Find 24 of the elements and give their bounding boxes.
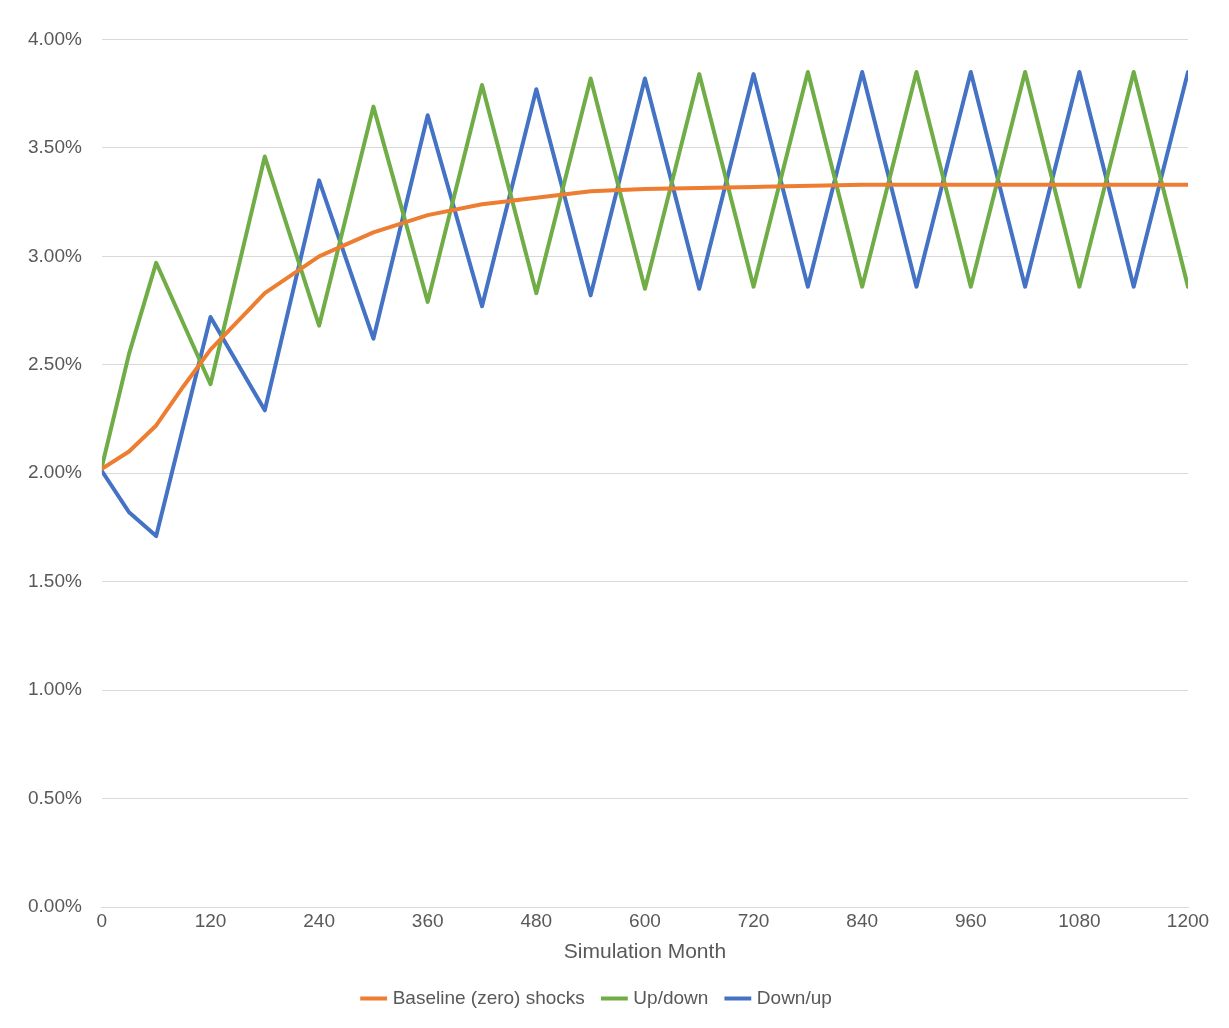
y-tick-label: 3.50% [28, 136, 82, 158]
y-tick-label: 0.50% [28, 786, 82, 808]
y-tick-label: 1.00% [28, 678, 82, 700]
legend-label: Up/down [633, 986, 709, 1008]
y-tick-label: 2.00% [28, 461, 82, 483]
x-tick-label: 840 [846, 909, 879, 931]
x-tick-label: 1080 [1058, 909, 1101, 931]
x-tick-label: 600 [629, 909, 661, 931]
legend-label: Baseline (zero) shocks [392, 986, 585, 1008]
y-tick-label: 2.50% [28, 352, 82, 374]
x-tick-label: 960 [954, 909, 987, 931]
x-tick-label: 720 [737, 909, 770, 931]
legend-label: Down/up [756, 986, 832, 1008]
x-tick-label: 480 [520, 909, 553, 931]
x-tick-label: 240 [303, 909, 335, 931]
y-tick-label: 0.00% [28, 895, 82, 917]
y-tick-label: 4.00% [28, 27, 82, 49]
y-tick-label: 3.00% [28, 244, 82, 266]
x-axis-title: Simulation Month [563, 939, 727, 963]
x-tick-label: 120 [194, 909, 227, 931]
x-tick-label: 360 [411, 909, 444, 931]
x-tick-label: 1200 [1166, 909, 1210, 931]
y-tick-label: 1.50% [28, 569, 82, 591]
x-tick-label: 0 [96, 909, 108, 931]
